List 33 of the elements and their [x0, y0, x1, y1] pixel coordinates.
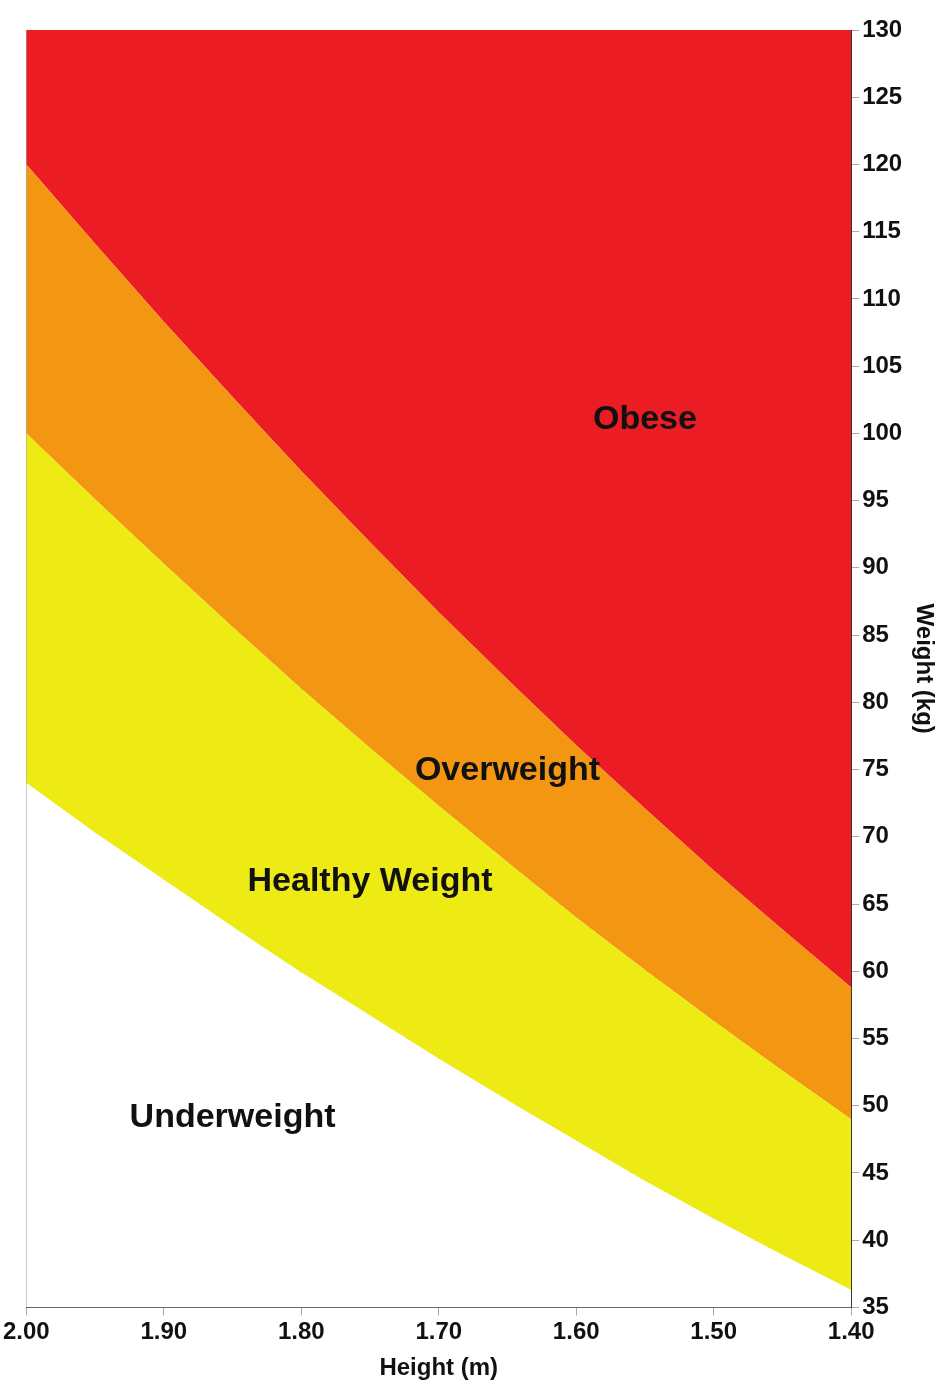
y-tick-label: 40	[862, 1224, 889, 1252]
series-label: Healthy Weight	[247, 860, 493, 899]
y-tick-label: 35	[862, 1292, 889, 1320]
x-tick-label: 2.00	[3, 1317, 50, 1345]
y-tick-label: 70	[862, 821, 889, 849]
series-label: Obese	[592, 397, 697, 436]
x-tick-label: 1.90	[140, 1317, 188, 1345]
y-tick-label: 105	[862, 350, 903, 378]
x-tick-label: 1.40	[827, 1317, 875, 1345]
y-tick-label: 65	[862, 888, 889, 916]
y-tick-label: 125	[862, 81, 903, 109]
y-axis-title: Weight (kg)	[911, 603, 939, 734]
y-tick-label: 110	[862, 283, 901, 311]
x-axis-title: Height (m)	[379, 1353, 499, 1381]
series-label: Overweight	[414, 749, 601, 788]
y-tick-label: 50	[862, 1090, 889, 1118]
x-tick-label: 1.60	[552, 1317, 600, 1345]
y-tick-label: 80	[862, 686, 889, 714]
series-label: Underweight	[129, 1095, 336, 1134]
x-tick-label: 1.80	[277, 1317, 325, 1345]
y-tick-label: 85	[862, 619, 889, 647]
x-tick-label: 1.50	[690, 1317, 738, 1345]
x-tick-label: 1.70	[415, 1317, 463, 1345]
y-tick-label: 60	[862, 955, 889, 983]
y-tick-label: 90	[862, 552, 889, 580]
y-tick-label: 95	[862, 485, 889, 513]
y-tick-label: 115	[862, 216, 901, 244]
y-tick-label: 75	[862, 754, 889, 782]
y-tick-label: 45	[862, 1157, 889, 1185]
y-tick-label: 120	[862, 149, 903, 177]
y-tick-label: 130	[862, 14, 903, 42]
y-tick-label: 100	[862, 418, 903, 446]
y-tick-label: 55	[862, 1023, 889, 1051]
